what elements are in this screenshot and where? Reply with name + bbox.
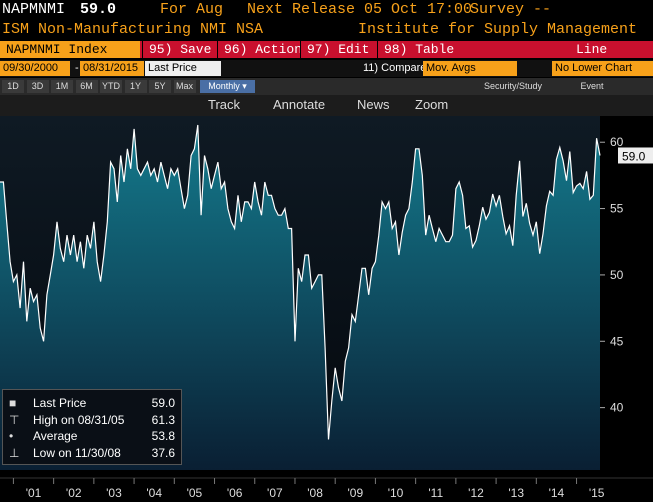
x-tick-label: '08 xyxy=(307,486,323,500)
x-tick-label: '14 xyxy=(549,486,565,500)
field[interactable]: Last Price xyxy=(145,61,221,76)
legend-label: Low on 11/30/08 xyxy=(33,445,121,460)
range-tab[interactable]: 5Y xyxy=(149,80,171,93)
chart-kind[interactable]: Line Chart xyxy=(576,42,615,74)
legend-value: 37.6 xyxy=(151,445,175,460)
date-sep: - xyxy=(75,62,79,74)
x-tick-label: '10 xyxy=(388,486,404,500)
event[interactable]: Event xyxy=(580,81,604,91)
legend-value: 53.8 xyxy=(151,429,175,443)
tool-button[interactable]: Annotate xyxy=(273,97,326,112)
legend-icon: ■ xyxy=(9,396,17,410)
ticker: NAPMNMI xyxy=(2,1,66,18)
end-date[interactable]: 08/31/2015 xyxy=(80,61,144,76)
y-tick-label: 40 xyxy=(610,401,624,415)
tool-bar xyxy=(0,95,653,116)
source: Institute for Supply Management xyxy=(358,21,638,38)
range-tab[interactable]: 6M xyxy=(75,80,98,93)
range-tab[interactable]: 3D xyxy=(26,80,49,93)
menu-button[interactable]: 98) Table xyxy=(377,41,461,58)
tool-button[interactable]: Zoom xyxy=(415,97,449,112)
period: For Aug xyxy=(160,1,224,18)
range-tab[interactable]: 1M xyxy=(51,80,73,93)
legend-label: High on 08/31/05 xyxy=(33,412,125,427)
tool-button[interactable]: News xyxy=(357,97,390,112)
x-tick-label: '07 xyxy=(267,486,283,500)
range-tab[interactable]: 1Y xyxy=(124,80,147,93)
last-value: 59.0 xyxy=(80,1,117,18)
x-tick-label: '06 xyxy=(227,486,243,500)
y-tick-label: 50 xyxy=(610,268,624,282)
legend-label: Last Price xyxy=(33,396,87,410)
x-tick-label: '01 xyxy=(26,486,42,500)
survey: Survey -- xyxy=(470,1,552,18)
range-tab[interactable]: YTD xyxy=(100,80,122,93)
release: Next Release 05 Oct 17:00 xyxy=(247,1,473,18)
y-tick-label: 55 xyxy=(610,202,624,216)
x-tick-label: '02 xyxy=(66,486,82,500)
legend-row: • Average 53.8 xyxy=(3,429,179,445)
legend-value: 61.3 xyxy=(151,412,175,427)
security-study[interactable]: Security/Study xyxy=(483,81,543,91)
description: ISM Non-Manufacturing NMI NSA xyxy=(2,21,264,38)
y-tick-label: 45 xyxy=(610,334,624,348)
legend: ■ Last Price 59.0 ⊤ High on 08/31/05 61.3 • Ave… xyxy=(2,389,182,465)
legend-icon: • xyxy=(9,429,14,443)
compare[interactable]: 11) Compare xyxy=(363,62,427,74)
mov-avgs[interactable]: Mov. Avgs xyxy=(423,61,517,76)
legend-icon: ⊤ xyxy=(9,412,20,427)
start-date[interactable]: 09/30/2000 xyxy=(0,61,70,76)
legend-row: ■ Last Price 59.0 xyxy=(3,396,179,412)
range-bar xyxy=(0,78,653,95)
legend-value: 59.0 xyxy=(151,396,175,410)
legend-icon: ⊥ xyxy=(9,445,20,460)
x-tick-label: '04 xyxy=(146,486,162,500)
price-line xyxy=(0,124,601,440)
x-tick-label: '12 xyxy=(468,486,484,500)
security-box[interactable]: NAPMNMI Index xyxy=(0,41,140,58)
x-tick-label: '11 xyxy=(428,486,443,500)
x-tick-label: '15 xyxy=(589,486,605,500)
last-price-box xyxy=(618,147,653,164)
legend-row: ⊤ High on 08/31/05 61.3 xyxy=(3,413,179,429)
legend-label: Average xyxy=(33,429,78,443)
legend-row: ⊥ Low on 11/30/08 37.6 xyxy=(3,446,179,462)
x-tick-label: '03 xyxy=(106,486,122,500)
lower-chart[interactable]: No Lower Chart xyxy=(552,61,653,76)
tool-button[interactable]: Track xyxy=(208,97,241,112)
x-tick-label: '09 xyxy=(347,486,363,500)
last-price-label: 59.0 xyxy=(622,149,646,163)
menu-button[interactable]: 97) Edit ▾ xyxy=(300,41,392,58)
range-tab[interactable]: 1D xyxy=(2,80,24,93)
x-tick-label: '05 xyxy=(187,486,203,500)
range-tab[interactable]: Max xyxy=(173,80,196,93)
area-fill xyxy=(0,125,600,470)
y-tick-label: 60 xyxy=(610,135,624,149)
frequency[interactable]: Monthly ▾ xyxy=(200,80,255,93)
axis-bg xyxy=(600,116,653,502)
x-tick-label: '13 xyxy=(508,486,524,500)
